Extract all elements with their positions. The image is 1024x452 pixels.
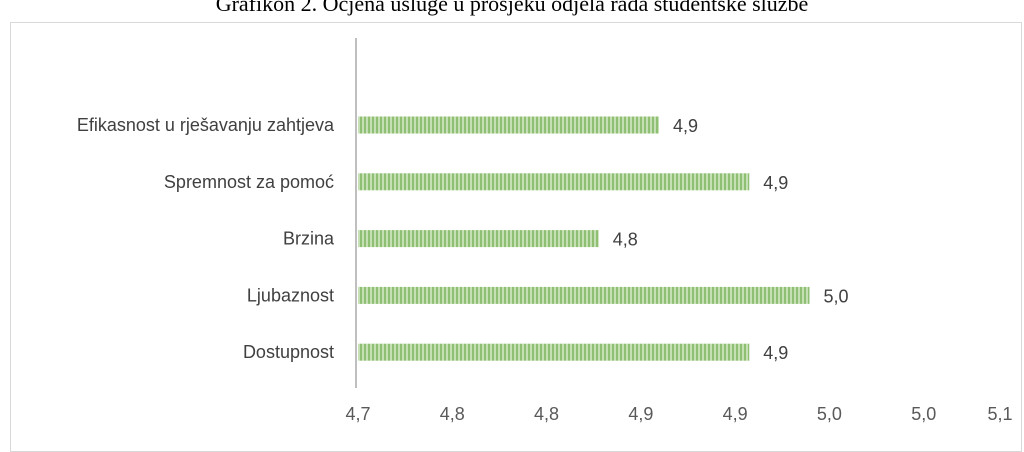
bar	[358, 230, 599, 248]
data-label: 4,9	[673, 116, 698, 136]
x-tick-label: 5,0	[911, 404, 936, 424]
x-tick-label: 4,7	[345, 404, 370, 424]
bar	[358, 173, 750, 191]
data-label: 4,9	[763, 173, 788, 193]
x-tick-label: 4,8	[534, 404, 559, 424]
data-label: 5,0	[824, 286, 849, 306]
category-label: Spremnost za pomoć	[164, 172, 334, 192]
data-label: 4,9	[763, 343, 788, 363]
category-label: Dostupnost	[243, 342, 334, 362]
bar-chart: Efikasnost u rješavanju zahtjeva 4,9 Sprem…	[77, 38, 1013, 424]
chart-caption: Grafikon 2. Ocjena usluge u prosjeku odj…	[215, 0, 809, 16]
data-label: 4,8	[613, 230, 638, 250]
bar	[358, 116, 659, 134]
category-label: Ljubaznost	[247, 285, 334, 305]
x-tick-label: 5,1	[987, 404, 1012, 424]
category-label: Brzina	[283, 229, 335, 249]
bar	[358, 286, 810, 304]
bar	[358, 343, 750, 361]
x-tick-label: 4,9	[628, 404, 653, 424]
x-tick-label: 4,9	[723, 404, 748, 424]
category-label: Efikasnost u rješavanju zahtjeva	[77, 115, 335, 135]
x-tick-label: 4,8	[440, 404, 465, 424]
x-tick-label: 5,0	[817, 404, 842, 424]
